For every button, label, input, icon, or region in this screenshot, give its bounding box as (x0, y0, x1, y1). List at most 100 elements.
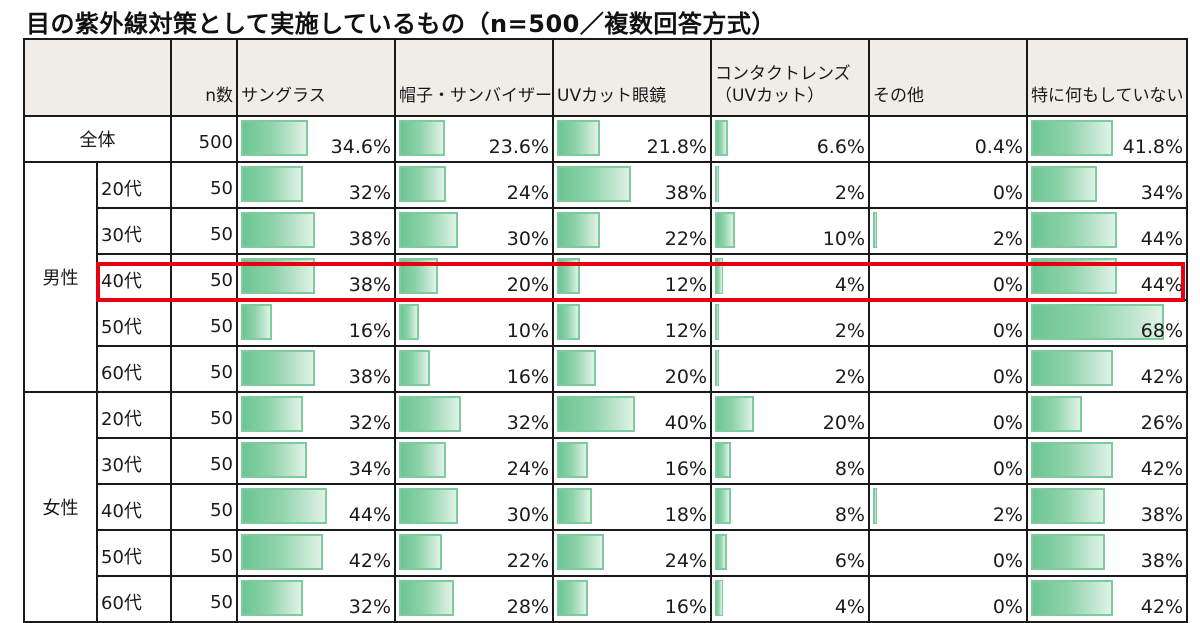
bar (399, 304, 419, 340)
cell-uv-contacts: 10% (710, 207, 870, 255)
bar (241, 212, 316, 248)
cell-uv-glasses: 24% (552, 529, 712, 577)
value-label: 68% (1140, 320, 1183, 342)
n-value: 50 (170, 207, 238, 255)
value-label: 32% (348, 412, 391, 434)
table-row: 40代 50 38% 20% 12% 4% 0% 44% (24, 253, 1188, 301)
value-label: 42% (1140, 458, 1183, 480)
table-row: 女性 20代 50 32% 32% 40% 20% 0% 26% (23, 391, 1188, 623)
cell-uv-glasses: 40% (552, 391, 712, 439)
header-uv-contacts-line2: （UVカット） (715, 86, 825, 106)
value-label: 32% (506, 412, 549, 434)
n-value: 50 (170, 161, 238, 209)
value-label: 2% (834, 320, 865, 342)
value-label: 18% (664, 504, 707, 526)
cell-uv-glasses: 16% (552, 437, 712, 485)
header-row: n数 サングラス 帽子・サンバイザー UVカット眼鏡 コンタクトレンズ （UVカッ… (23, 38, 1188, 117)
cell-other: 0% (868, 161, 1028, 209)
bar (399, 258, 438, 294)
bar (241, 488, 327, 524)
bar (241, 120, 309, 156)
cell-other: 0% (868, 253, 1028, 301)
value-label: 34% (1140, 182, 1183, 204)
table-row: 50代 50 16% 10% 12% 2% 0% 68% (24, 299, 1188, 347)
cell-sunglasses: 34% (236, 437, 396, 485)
value-label: 0% (992, 412, 1023, 434)
age-label: 60代 (96, 575, 172, 623)
age-label: 50代 (96, 299, 172, 347)
cell-uv-glasses: 20% (552, 345, 712, 393)
value-label: 0% (992, 274, 1023, 296)
group-label: 男性 (23, 161, 98, 393)
value-label: 41.8% (1122, 136, 1183, 158)
value-label: 44% (1140, 228, 1183, 250)
cell-nothing: 38% (1026, 529, 1188, 577)
cell-sunglasses: 38% (236, 207, 396, 255)
table-row: 30代 50 34% 24% 16% 8% 0% 42% (24, 437, 1188, 485)
bar (241, 166, 304, 202)
value-label: 2% (834, 182, 865, 204)
value-label: 26% (1140, 412, 1183, 434)
bar (241, 442, 308, 478)
value-label: 38% (348, 228, 391, 250)
header-blank-cell (23, 38, 172, 117)
bar (557, 488, 593, 524)
value-label: 22% (506, 550, 549, 572)
age-label: 40代 (96, 253, 172, 301)
bar (715, 166, 719, 202)
bar (715, 258, 723, 294)
cell-hat-visor: 20% (394, 253, 554, 301)
value-label: 0% (992, 182, 1023, 204)
value-label: 24% (506, 458, 549, 480)
bar (557, 396, 635, 432)
bar (715, 350, 719, 386)
age-label: 30代 (96, 207, 172, 255)
age-label: 60代 (96, 345, 172, 393)
age-label: 40代 (96, 483, 172, 531)
cell-uv-contacts: 2% (710, 299, 870, 347)
bar (557, 120, 600, 156)
value-label: 4% (834, 274, 865, 296)
cell-uv-contacts: 6% (710, 529, 870, 577)
total-cell-uv-contacts: 6.6% (710, 115, 870, 163)
cell-other: 0% (868, 345, 1028, 393)
bar (241, 304, 273, 340)
cell-sunglasses: 16% (236, 299, 396, 347)
cell-other: 0% (868, 437, 1028, 485)
table-row: 男性 20代 50 32% 24% 38% 2% 0% 34% (23, 161, 1188, 393)
cell-sunglasses: 32% (236, 391, 396, 439)
cell-other: 0% (868, 391, 1028, 439)
value-label: 8% (834, 458, 865, 480)
value-label: 20% (506, 274, 549, 296)
value-label: 16% (506, 366, 549, 388)
bar (557, 350, 596, 386)
cell-nothing: 68% (1026, 299, 1188, 347)
n-value: 50 (170, 529, 238, 577)
bar (715, 580, 723, 616)
bar (241, 396, 304, 432)
total-cell-sunglasses: 34.6% (236, 115, 396, 163)
cell-uv-glasses: 16% (552, 575, 712, 623)
value-label: 16% (348, 320, 391, 342)
table-row: 60代 50 38% 16% 20% 2% 0% 42% (24, 345, 1188, 393)
value-label: 24% (664, 550, 707, 572)
value-label: 34.6% (330, 136, 391, 158)
cell-nothing: 42% (1026, 575, 1188, 623)
bar (241, 580, 304, 616)
bar (399, 350, 431, 386)
bar (1031, 350, 1113, 386)
cell-hat-visor: 24% (394, 161, 554, 209)
cell-uv-contacts: 20% (710, 391, 870, 439)
cell-other: 0% (868, 575, 1028, 623)
header-hat-visor: 帽子・サンバイザー (394, 38, 554, 117)
value-label: 38% (348, 274, 391, 296)
value-label: 28% (506, 596, 549, 618)
total-label: 全体 (23, 115, 172, 163)
n-value: 50 (170, 437, 238, 485)
results-table: n数 サングラス 帽子・サンバイザー UVカット眼鏡 コンタクトレンズ （UVカッ… (23, 38, 1188, 623)
value-label: 0% (992, 550, 1023, 572)
value-label: 0% (992, 458, 1023, 480)
cell-uv-glasses: 22% (552, 207, 712, 255)
bar (557, 580, 589, 616)
cell-nothing: 44% (1026, 207, 1188, 255)
